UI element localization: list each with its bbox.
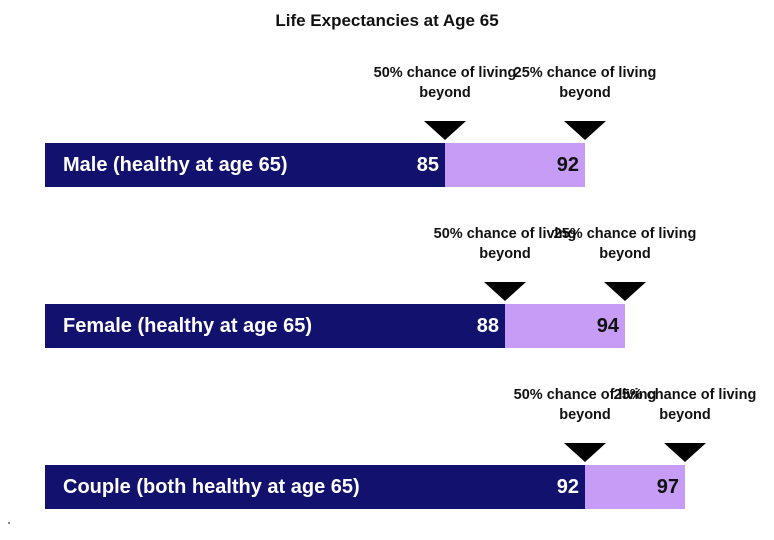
quartile-note: 25% chance of living beyond [553,226,697,262]
quartile-marker-triangle [664,443,706,462]
quartile-bar [585,465,685,509]
row-label: Male (healthy at age 65) [63,154,288,176]
quartile-marker-triangle [604,282,646,301]
median-bar [45,465,585,509]
median-note: 50% chance of living beyond [433,226,577,262]
quartile-age-label: 94 [596,315,619,337]
median-note: 50% chance of living beyond [373,65,517,101]
quartile-note: 25% chance of living beyond [513,65,657,101]
row-label: Female (healthy at age 65) [63,315,312,337]
quartile-age-label: 92 [556,154,579,176]
median-bar [45,143,445,187]
median-age-label: 92 [556,476,579,498]
median-age-label: 88 [476,315,499,337]
quartile-marker-triangle [564,121,606,140]
chart-title: Life Expectancies at Age 65 [275,11,499,30]
row-label: Couple (both healthy at age 65) [63,476,360,498]
quartile-note: 25% chance of living beyond [613,387,757,423]
quartile-bar [505,304,625,348]
median-marker-triangle [424,121,466,140]
stray-dot [8,522,10,524]
quartile-bar [445,143,585,187]
median-marker-triangle [484,282,526,301]
median-note: 50% chance of living beyond [513,387,657,423]
median-bar [45,304,505,348]
median-age-label: 85 [416,154,439,176]
median-marker-triangle [564,443,606,462]
quartile-age-label: 97 [656,476,679,498]
